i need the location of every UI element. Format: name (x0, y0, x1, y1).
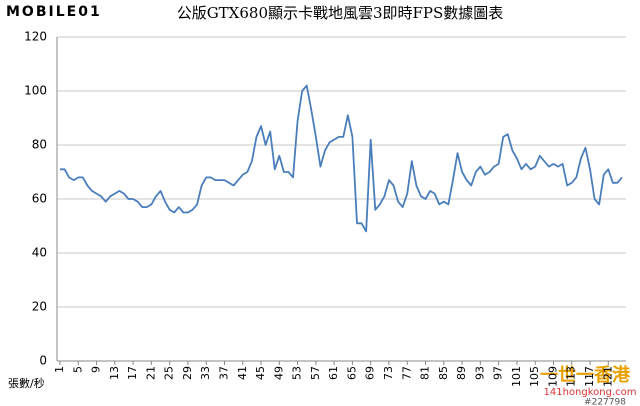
x-tick-label: 9 (90, 366, 103, 373)
x-tick-label: 89 (455, 366, 468, 380)
y-axis-label: 張數/秒 (8, 376, 45, 390)
x-tick-label: 21 (144, 366, 157, 380)
x-tick-label: 65 (345, 366, 358, 380)
x-tick-label: 105 (528, 366, 541, 387)
brand-logo: MOBILE01 (6, 4, 102, 20)
x-tick-label: 37 (217, 366, 230, 380)
x-tick-label: 109 (546, 366, 559, 387)
x-tick-label: 81 (419, 366, 432, 380)
x-tick-label: 33 (199, 366, 212, 380)
y-tick-label: 80 (32, 138, 47, 152)
watermark-url: 141hongkong.com (543, 387, 636, 398)
x-tick-label: 45 (254, 366, 267, 380)
y-tick-label: 40 (32, 246, 47, 260)
x-tick-label: 49 (272, 366, 285, 380)
x-tick-label: 41 (236, 366, 249, 380)
x-tick-label: 13 (108, 366, 121, 380)
watermark-site: 一世一香港 (540, 365, 631, 386)
x-tick-label: 69 (364, 366, 377, 380)
y-tick-label: 120 (24, 30, 47, 44)
x-tick-label: 117 (583, 366, 596, 387)
x-tick-label: 29 (181, 366, 194, 380)
x-tick-label: 121 (601, 366, 614, 387)
x-tick-label: 97 (492, 366, 505, 380)
data-line (60, 84, 623, 233)
x-tick-label: 57 (309, 366, 322, 380)
x-tick-label: 101 (510, 366, 523, 387)
x-tick-label: 113 (565, 366, 578, 387)
y-tick-label: 20 (32, 300, 47, 314)
x-tick-label: 17 (126, 366, 139, 380)
chart-title: 公版GTX680顯示卡戰地風雲3即時FPS數據圖表 (177, 4, 504, 22)
x-tick-label: 93 (473, 366, 486, 380)
x-tick-label: 85 (437, 366, 450, 380)
x-tick-label: 77 (400, 366, 413, 380)
x-tick-label: 25 (163, 366, 176, 380)
y-tick-label: 0 (39, 354, 47, 368)
watermark-id: #227798 (584, 398, 626, 406)
x-tick-label: 73 (382, 366, 395, 380)
x-tick-label: 5 (71, 366, 84, 373)
x-tick-label: 53 (291, 366, 304, 380)
x-tick-label: 1 (53, 366, 66, 373)
y-tick-label: 60 (32, 192, 47, 206)
y-tick-label: 100 (24, 84, 47, 98)
x-tick-label: 61 (327, 366, 340, 380)
